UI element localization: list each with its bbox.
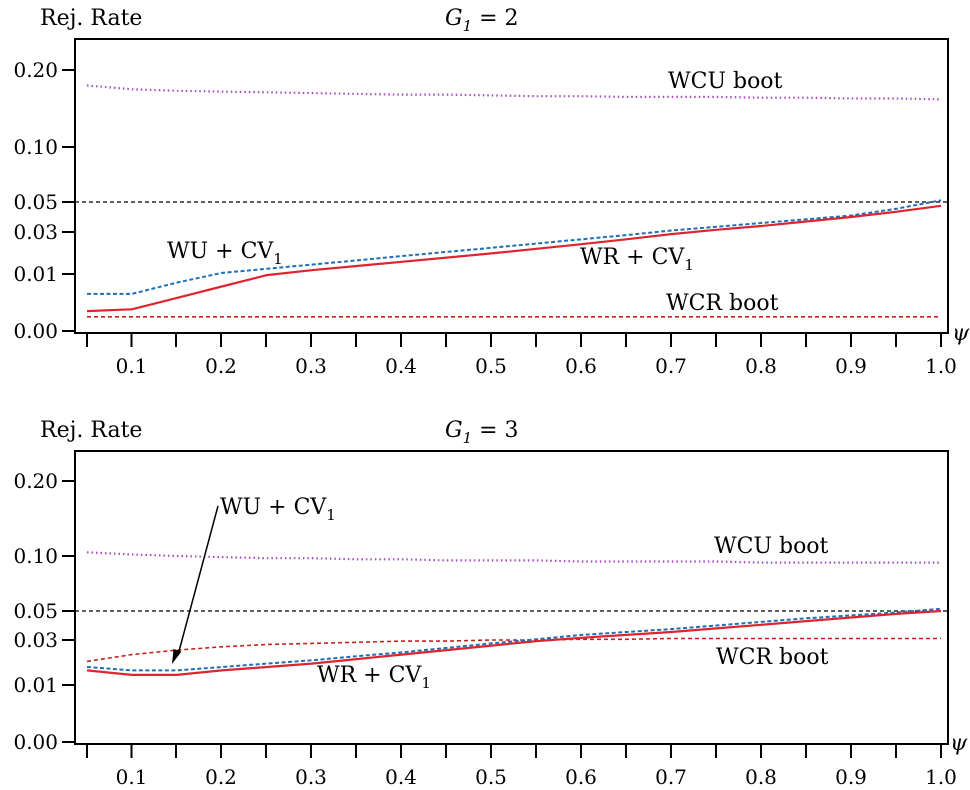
x-tick-label: 0.8 [745,765,777,789]
x-tick-label: 0.5 [475,354,507,378]
x-tick-label: 0.4 [385,354,417,378]
x-tick-label: 0.8 [745,354,777,378]
x-tick-label: 0.9 [835,354,867,378]
y-axis: 0.20 0.10 0.05 0.03 0.01 0.00 [13,58,75,343]
y-tick-label: 0.10 [13,135,58,159]
chart-title: G1 = 2 [445,6,519,35]
series-annotations: WCU boot WU + CV1 WR + CV1 WCR boot [167,69,783,316]
x-axis: 0.1 0.2 0.3 0.4 0.5 0.6 0.7 0.8 0.9 1.0 … [86,321,970,378]
series-label-wr-cv1: WR + CV1 [580,245,694,274]
x-tick-label: 0.6 [565,765,597,789]
series-line-wcu-boot [86,551,941,564]
y-tick-label: 0.00 [13,730,58,754]
annotation-arrow-head [172,649,182,664]
y-tick-label: 0.05 [13,599,58,623]
plot-frame [74,38,949,334]
x-tick-label: 1.0 [925,354,957,378]
x-tick-label: 1.0 [925,765,957,789]
y-axis-label: Rej. Rate [40,6,142,31]
series-line-wu-cv1 [87,199,942,295]
x-tick-label: 0.1 [116,354,148,378]
x-axis-label: ψ [952,321,970,346]
x-axis-label: ψ [950,731,968,756]
x-tick-label: 0.2 [205,354,237,378]
x-tick-label: 0.5 [475,765,507,789]
y-tick-label: 0.05 [13,190,58,214]
x-tick-label: 0.3 [295,765,327,789]
y-tick-label: 0.03 [13,220,58,244]
series-label-wcr-boot: WCR boot [666,291,779,316]
series-label-wu-cv1: WU + CV1 [167,239,283,268]
series-label-wcu-boot: WCU boot [668,69,783,94]
y-tick-label: 0.20 [13,469,58,493]
series-line-wr-cv1 [86,609,942,676]
x-tick-label: 0.7 [655,354,687,378]
y-axis-label: Rej. Rate [40,418,142,443]
series-annotations: WCU boot WCR boot WR + CV1 WU + CV1 [172,495,829,692]
plot-frame [74,450,949,745]
x-tick-label: 0.4 [385,765,417,789]
y-tick-label: 0.00 [13,319,58,343]
series-label-wu-cv1: WU + CV1 [220,495,336,524]
series-line-wcu-boot [86,84,942,101]
y-axis: 0.20 0.10 0.05 0.03 0.01 0.00 [13,469,75,754]
y-tick-label: 0.20 [13,58,58,82]
series-label-wr-cv1: WR + CV1 [317,663,431,692]
series-lines [86,84,942,318]
x-tick-label: 0.3 [295,354,327,378]
chart-title: G1 = 3 [445,418,519,447]
annotation-arrow-line [177,505,219,656]
x-tick-label: 0.2 [205,765,237,789]
y-tick-label: 0.01 [13,673,58,697]
series-lines [86,551,942,676]
series-label-wcr-boot: WCR boot [716,645,829,670]
y-tick-label: 0.03 [13,628,58,652]
chart-panel-2: Rej. Rate G1 = 3 0.20 0.10 0.05 0.03 0.0… [13,418,968,789]
chart-panel-1: Rej. Rate G1 = 2 0.20 0.10 0.05 0.03 0.0… [13,6,970,378]
series-line-wcr-boot [86,637,941,663]
y-tick-label: 0.01 [13,262,58,286]
x-axis: 0.1 0.2 0.3 0.4 0.5 0.6 0.7 0.8 0.9 1.0 … [86,731,968,789]
x-tick-label: 0.6 [565,354,597,378]
y-tick-label: 0.10 [13,544,58,568]
series-line-wr-cv1 [86,204,942,313]
series-label-wcu-boot: WCU boot [714,534,829,559]
x-tick-label: 0.1 [116,765,148,789]
x-tick-label: 0.7 [655,765,687,789]
x-tick-label: 0.9 [835,765,867,789]
